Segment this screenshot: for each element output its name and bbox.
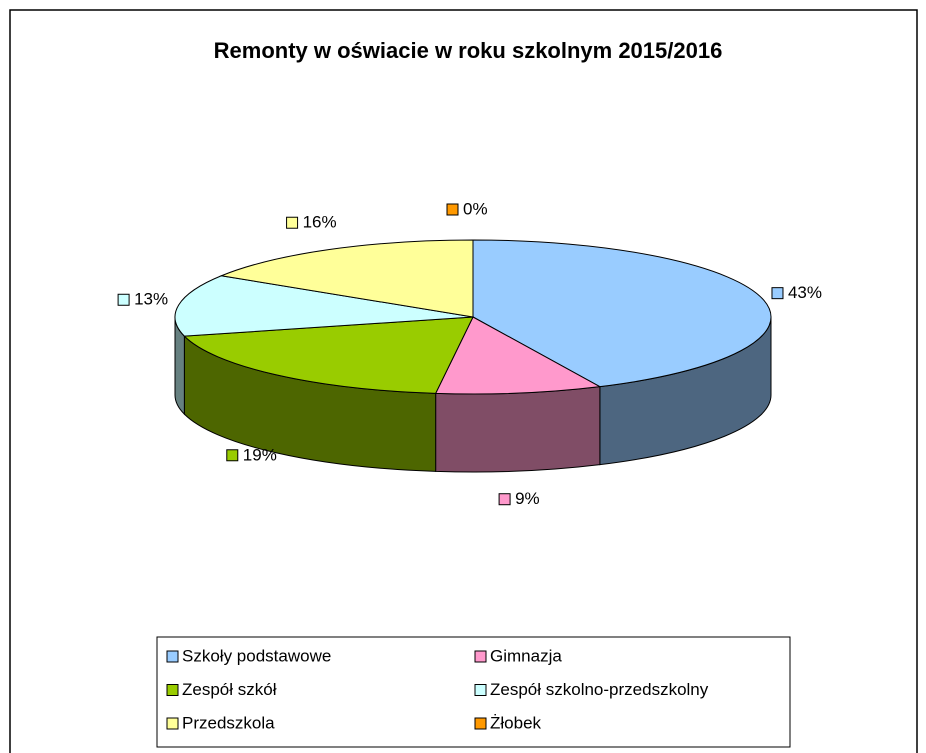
label-swatch [286,216,299,229]
data-label: 19% [243,445,277,464]
legend-swatch [474,717,487,730]
data-label: 0% [463,199,488,218]
legend-swatch [474,650,487,663]
legend-label: Szkoły podstawowe [182,646,331,665]
label-swatch [226,449,239,462]
label-swatch [498,493,511,506]
data-label: 13% [134,290,168,309]
slice [434,316,602,395]
legend-label: Zespół szkół [182,680,277,699]
legend-swatch [166,717,179,730]
slice [472,239,772,388]
chart-title: Remonty w oświacie w roku szkolnym 2015/… [214,38,723,63]
legend-swatch [166,650,179,663]
legend-swatch [474,684,487,696]
slice [174,275,474,337]
legend-box [156,636,791,748]
legend-label: Gimnazja [490,646,562,665]
slice [219,239,474,318]
legend-label: Przedszkola [182,713,275,732]
slice-side [435,386,601,473]
slice [183,316,474,394]
legend-label: Zespół szkolno-przedszkolny [490,680,709,699]
data-label: 9% [515,489,540,508]
data-label: 43% [788,283,822,302]
label-swatch [771,287,784,300]
label-swatch [117,293,130,306]
legend-swatch [166,684,179,696]
legend-label: Żłobek [490,713,542,732]
data-label: 16% [303,213,337,232]
label-swatch [446,203,459,216]
